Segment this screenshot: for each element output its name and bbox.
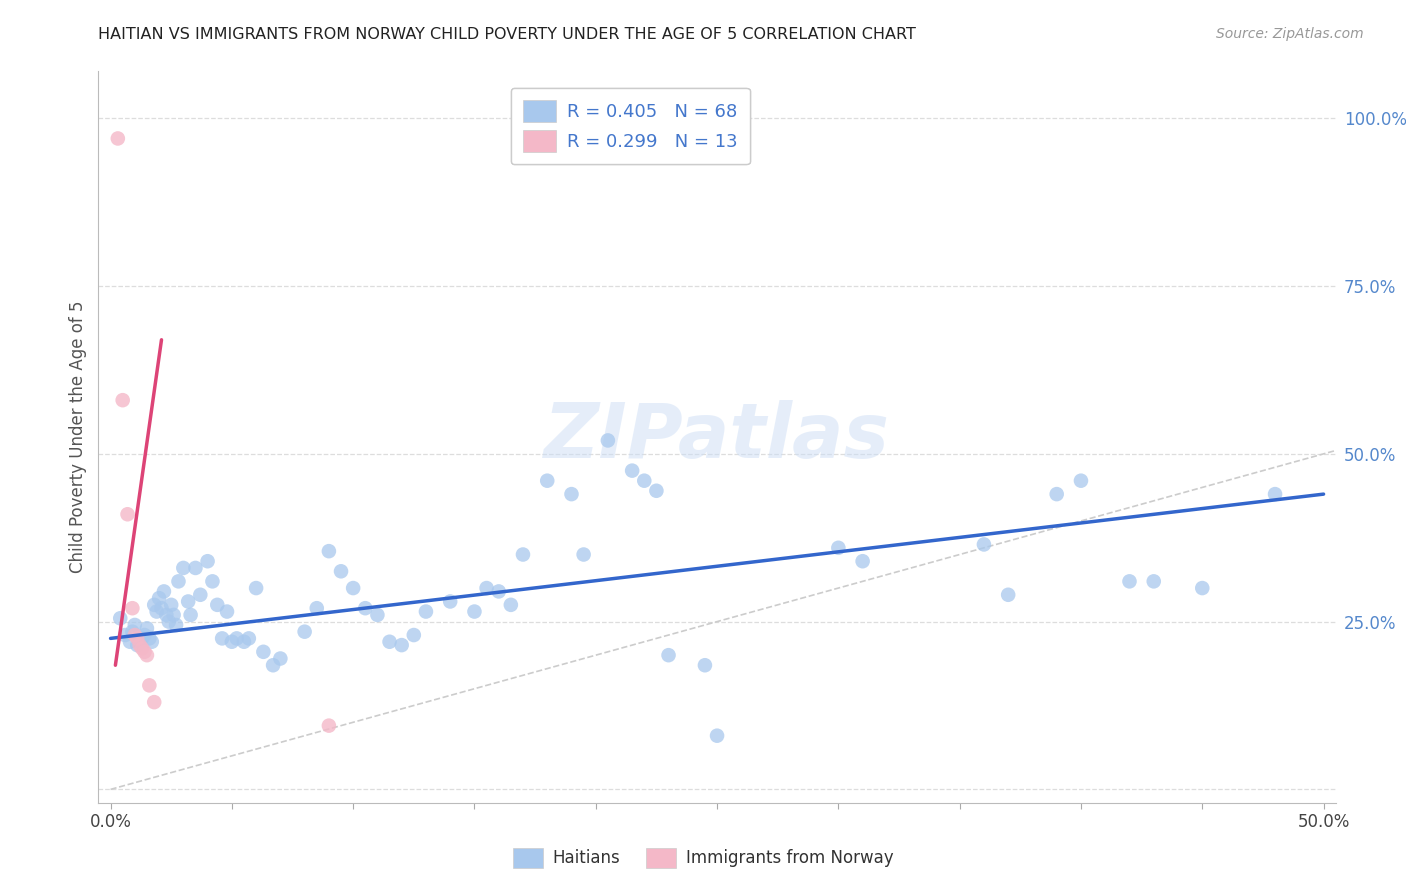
Point <box>463 605 485 619</box>
Point <box>294 624 316 639</box>
Point <box>110 611 132 625</box>
Point <box>121 624 143 639</box>
Point <box>1118 574 1140 589</box>
Point <box>167 574 190 589</box>
Point <box>124 618 146 632</box>
Point <box>127 632 149 646</box>
Point <box>124 628 146 642</box>
Point <box>252 645 274 659</box>
Point <box>197 554 219 568</box>
Point <box>143 695 166 709</box>
Point <box>973 537 995 551</box>
Point <box>1070 474 1092 488</box>
Point <box>238 632 260 646</box>
Point <box>366 607 388 622</box>
Point <box>165 618 187 632</box>
Point <box>415 605 437 619</box>
Point <box>318 544 340 558</box>
Text: ZIPatlas: ZIPatlas <box>544 401 890 474</box>
Point <box>354 601 377 615</box>
Point <box>245 581 267 595</box>
Point <box>201 574 224 589</box>
Point <box>188 588 211 602</box>
Point <box>138 678 160 692</box>
Point <box>402 628 425 642</box>
Point <box>342 581 364 595</box>
Point <box>269 651 291 665</box>
Point <box>128 638 150 652</box>
Point <box>145 605 167 619</box>
Point <box>143 598 166 612</box>
Point <box>160 598 183 612</box>
Point <box>645 483 668 498</box>
Point <box>127 638 149 652</box>
Point <box>693 658 716 673</box>
Point <box>1046 487 1069 501</box>
Point <box>1191 581 1213 595</box>
Point <box>572 548 595 562</box>
Point <box>114 628 136 642</box>
Point <box>1143 574 1166 589</box>
Point <box>184 561 207 575</box>
Point <box>131 641 153 656</box>
Point <box>439 594 461 608</box>
Text: Source: ZipAtlas.com: Source: ZipAtlas.com <box>1216 27 1364 41</box>
Point <box>211 632 233 646</box>
Point <box>131 632 153 646</box>
Point <box>177 594 200 608</box>
Point <box>378 634 401 648</box>
Point <box>706 729 728 743</box>
Point <box>180 607 202 622</box>
Point <box>153 584 176 599</box>
Point <box>221 634 243 648</box>
Point <box>475 581 498 595</box>
Point <box>262 658 284 673</box>
Point <box>155 607 177 622</box>
Point <box>305 601 328 615</box>
Point <box>207 598 229 612</box>
Point <box>536 474 558 488</box>
Point <box>107 131 129 145</box>
Point <box>827 541 849 555</box>
Point <box>330 564 353 578</box>
Point <box>121 601 143 615</box>
Point <box>596 434 619 448</box>
Point <box>997 588 1019 602</box>
Point <box>318 718 340 732</box>
Point <box>633 474 655 488</box>
Point <box>128 634 150 648</box>
Point <box>488 584 510 599</box>
Point <box>157 615 180 629</box>
Point <box>215 605 238 619</box>
Point <box>1264 487 1286 501</box>
Point <box>512 548 534 562</box>
Point <box>111 393 134 408</box>
Point <box>172 561 194 575</box>
Point <box>233 634 256 648</box>
Point <box>136 621 159 635</box>
Point <box>117 508 139 522</box>
Point <box>134 628 156 642</box>
Legend: R = 0.405   N = 68, R = 0.299   N = 13: R = 0.405 N = 68, R = 0.299 N = 13 <box>510 87 749 164</box>
Point <box>148 591 170 606</box>
Point <box>138 632 160 646</box>
Y-axis label: Child Poverty Under the Age of 5: Child Poverty Under the Age of 5 <box>69 301 87 574</box>
Point <box>657 648 679 662</box>
Point <box>134 645 156 659</box>
Point <box>141 634 163 648</box>
Point <box>162 607 184 622</box>
Point <box>225 632 247 646</box>
Point <box>560 487 582 501</box>
Point <box>391 638 413 652</box>
Text: HAITIAN VS IMMIGRANTS FROM NORWAY CHILD POVERTY UNDER THE AGE OF 5 CORRELATION C: HAITIAN VS IMMIGRANTS FROM NORWAY CHILD … <box>98 27 917 42</box>
Point <box>118 634 141 648</box>
Point <box>621 464 644 478</box>
Point <box>499 598 522 612</box>
Point <box>852 554 875 568</box>
Point <box>136 648 159 662</box>
Point <box>150 601 173 615</box>
Legend: Haitians, Immigrants from Norway: Haitians, Immigrants from Norway <box>506 841 900 875</box>
